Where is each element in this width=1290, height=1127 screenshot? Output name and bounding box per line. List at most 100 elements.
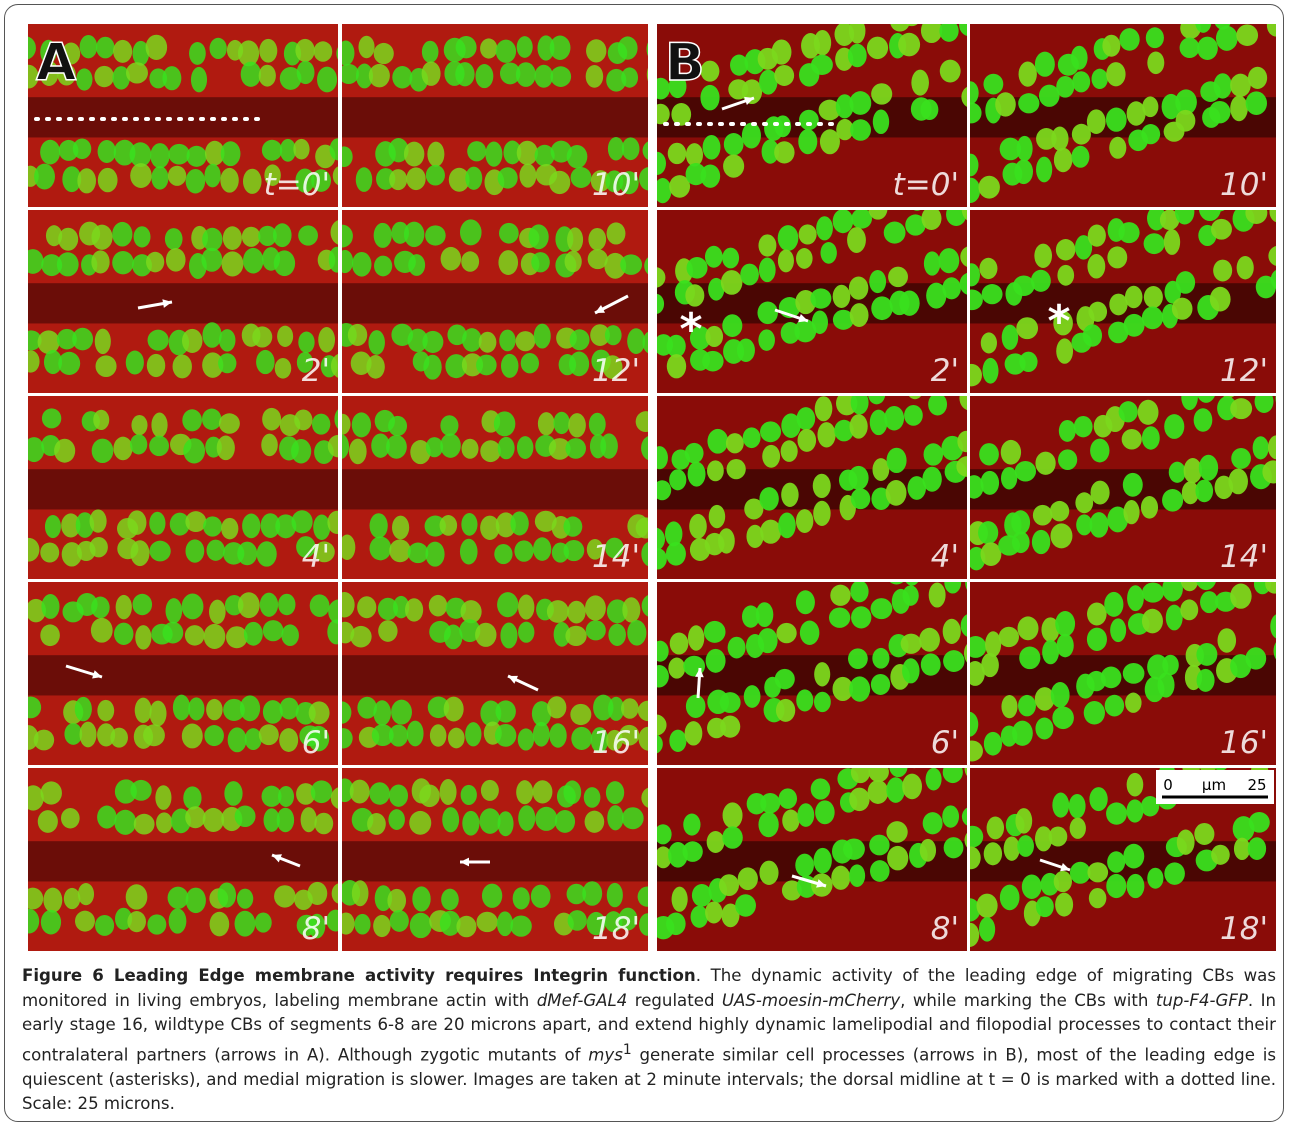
cell bbox=[132, 593, 153, 616]
cell bbox=[277, 785, 295, 807]
cell bbox=[275, 514, 297, 539]
cell bbox=[1076, 514, 1093, 536]
cell bbox=[907, 476, 927, 500]
cell bbox=[442, 807, 460, 833]
cell bbox=[342, 728, 353, 749]
cell bbox=[849, 676, 871, 702]
tile-content: 2' bbox=[28, 210, 338, 393]
cell bbox=[600, 433, 618, 459]
cell bbox=[1209, 286, 1231, 312]
cell bbox=[1089, 512, 1109, 538]
cell bbox=[28, 537, 40, 562]
cell bbox=[565, 438, 586, 459]
cell bbox=[1211, 844, 1230, 865]
cell bbox=[537, 412, 555, 436]
tile-content: t=0' bbox=[657, 24, 967, 207]
cell bbox=[1109, 293, 1128, 316]
cell bbox=[546, 600, 569, 623]
cell bbox=[1183, 458, 1202, 484]
cell bbox=[1180, 599, 1199, 621]
cell bbox=[548, 170, 571, 195]
cell bbox=[585, 620, 606, 641]
cell bbox=[378, 620, 398, 642]
cell bbox=[261, 139, 283, 161]
cell bbox=[240, 61, 262, 87]
cell bbox=[125, 350, 144, 375]
cell bbox=[130, 163, 152, 188]
cell bbox=[718, 528, 735, 554]
cell bbox=[221, 517, 239, 540]
cell bbox=[814, 396, 833, 422]
cell bbox=[342, 701, 352, 724]
cell bbox=[851, 210, 873, 229]
cell bbox=[942, 618, 961, 644]
cell bbox=[637, 886, 648, 907]
cell bbox=[314, 812, 334, 835]
cell bbox=[1090, 480, 1110, 505]
cell bbox=[459, 619, 481, 643]
cell bbox=[349, 438, 367, 465]
cell bbox=[403, 141, 425, 167]
cell bbox=[702, 134, 721, 160]
cell bbox=[1273, 642, 1276, 660]
cell bbox=[607, 805, 624, 831]
cell bbox=[358, 35, 375, 59]
cell bbox=[1145, 27, 1164, 49]
cell bbox=[657, 824, 672, 845]
cell bbox=[1017, 835, 1034, 857]
cell bbox=[184, 625, 205, 646]
cell bbox=[549, 723, 567, 748]
cell bbox=[467, 141, 487, 162]
cell bbox=[568, 351, 590, 377]
cell bbox=[72, 327, 94, 351]
cell bbox=[39, 60, 59, 87]
cell bbox=[570, 703, 592, 726]
cell bbox=[327, 434, 338, 458]
tile-content: 14' bbox=[970, 396, 1276, 579]
cell bbox=[273, 250, 296, 277]
cell bbox=[1088, 301, 1108, 322]
cell bbox=[264, 164, 281, 186]
cell bbox=[669, 632, 689, 655]
cell bbox=[1071, 123, 1091, 145]
cell bbox=[976, 893, 998, 918]
cell bbox=[870, 673, 891, 695]
cell bbox=[1255, 0, 1273, 18]
cell bbox=[342, 146, 353, 168]
cell bbox=[620, 254, 643, 275]
cell bbox=[518, 621, 535, 643]
cell bbox=[946, 210, 967, 227]
cell bbox=[279, 138, 297, 162]
cell bbox=[422, 330, 444, 353]
cell bbox=[1087, 254, 1106, 279]
cell bbox=[342, 434, 350, 459]
cell bbox=[905, 214, 926, 236]
cell bbox=[1086, 627, 1107, 651]
cell bbox=[813, 847, 832, 874]
cell bbox=[1053, 870, 1072, 893]
cell bbox=[1058, 419, 1076, 442]
cell bbox=[371, 433, 390, 458]
cell bbox=[832, 210, 854, 234]
cell bbox=[392, 515, 410, 540]
cell bbox=[811, 310, 828, 335]
cell bbox=[669, 469, 687, 491]
cell bbox=[531, 701, 552, 727]
cell bbox=[1266, 24, 1276, 37]
cell bbox=[56, 252, 79, 277]
midline-dark bbox=[28, 283, 338, 324]
cell bbox=[279, 697, 299, 720]
cell bbox=[409, 912, 432, 939]
cell bbox=[428, 594, 448, 617]
cell bbox=[296, 783, 316, 805]
cell bbox=[425, 225, 446, 246]
cell bbox=[867, 779, 889, 804]
caption-italic: UAS-moesin-mCherry bbox=[721, 990, 901, 1010]
cell bbox=[970, 846, 981, 870]
cell bbox=[316, 66, 338, 93]
cell bbox=[151, 166, 169, 190]
cell bbox=[743, 685, 761, 708]
cell bbox=[641, 542, 648, 567]
cell bbox=[440, 415, 459, 436]
cell bbox=[332, 166, 338, 186]
